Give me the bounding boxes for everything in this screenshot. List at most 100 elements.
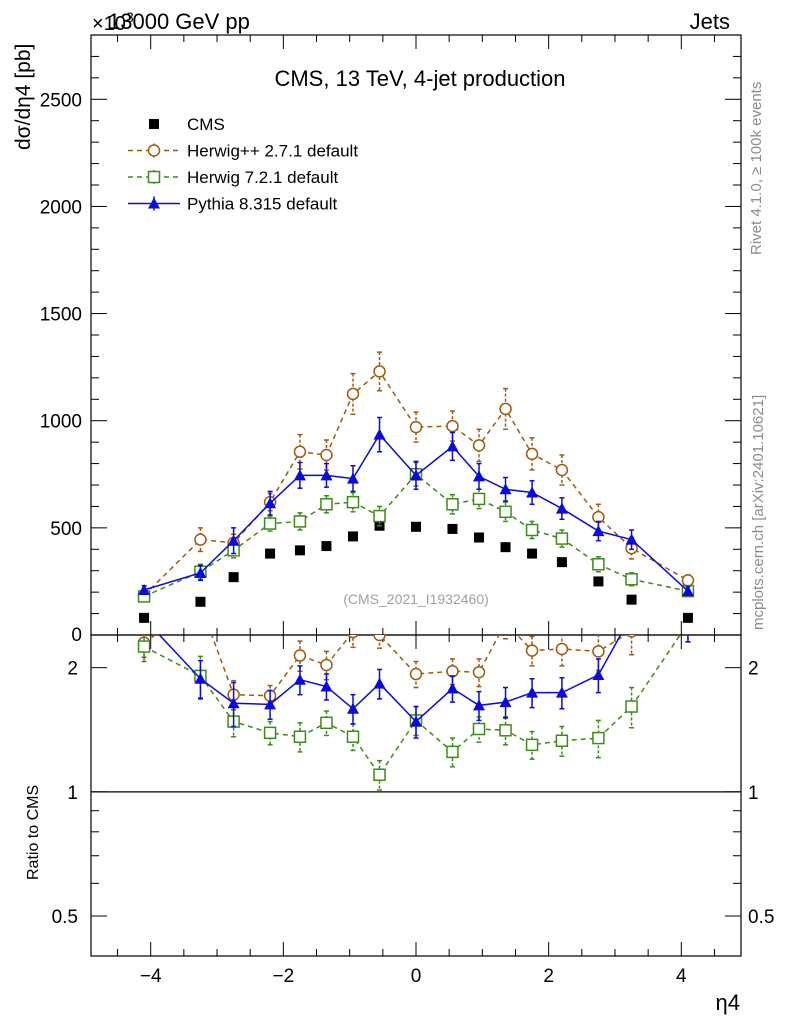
- pythia-8-315-default-point: [264, 497, 277, 509]
- pythia-8-315-default-point: [625, 533, 638, 545]
- pythia-8-315-default-ratio-point: [499, 696, 512, 708]
- herwig-7-2-1-default-point: [625, 573, 638, 586]
- legend-label-herwig-2-7-1-default: Herwig++ 2.7.1 default: [187, 142, 358, 161]
- pythia-8-315-default-ratio-point: [626, 609, 638, 620]
- x-tick-label: 0: [411, 966, 422, 987]
- pythia-8-315-default-ratio-point: [293, 673, 306, 685]
- herwig-7-2-1-default-point: [555, 532, 569, 545]
- ratio-y-tick-label: 0.5: [52, 907, 78, 928]
- herwig-7-2-1-default-point: [293, 515, 307, 528]
- pythia-8-315-default-ratio-point: [555, 686, 568, 698]
- pythia-8-315-default-ratio-point: [592, 668, 605, 680]
- legend: CMS Herwig++ 2.7.1 default Herwig 7.2.1 de…: [128, 115, 358, 214]
- cms-point: [411, 521, 421, 532]
- pythia-8-315-default-ratio-point: [320, 680, 333, 692]
- pythia-8-315-default-ratio-point: [346, 702, 359, 714]
- pythia-8-315-default-ratio-point: [264, 698, 277, 710]
- herwig-2-7-1-default-point: [472, 439, 486, 452]
- herwig-2-7-1-default-point: [293, 445, 307, 459]
- exponent-power: 3: [126, 9, 134, 25]
- herwig-2-7-1-default-ratio-point: [293, 649, 307, 662]
- exponent-label: ×103: [92, 9, 134, 35]
- chart-title: CMS, 13 TeV, 4-jet production: [274, 66, 565, 91]
- legend-label-cms: CMS: [187, 115, 225, 134]
- pythia-8-315-default-ratio-point: [410, 715, 422, 727]
- herwig-2-7-1-default-line: [143, 370, 689, 596]
- herwig-2-7-1-default-point: [499, 402, 512, 416]
- cms-point: [265, 548, 276, 559]
- tick-labels: −4 −2 0 2 4 500 1000 1500 2000 2500 0 0.5 0.5 1 1 2 2: [40, 90, 775, 987]
- herwig-7-2-1-default-ratio-point: [625, 700, 638, 713]
- pythia-8-315-default-point: [227, 534, 240, 546]
- y-tick-label: 1000: [40, 412, 82, 433]
- rivet-label: Rivet 4.1.0, ≥ 100k events: [748, 82, 765, 255]
- herwig-7-2-1-default-line: [143, 473, 689, 598]
- legend-marker-herwig-7-2-1-default: [147, 170, 161, 184]
- pythia-8-315-default-point: [194, 566, 207, 578]
- herwig-7-2-1-default-ratio-point: [446, 745, 459, 759]
- herwig-2-7-1-default-ratio-point: [409, 667, 423, 681]
- cms-point: [527, 548, 538, 559]
- cms-point: [556, 557, 567, 568]
- ratio-y-tick-label-right: 2: [748, 659, 759, 680]
- cms-point: [139, 612, 150, 623]
- herwig-2-7-1-default-point: [555, 463, 569, 477]
- ratio-y-tick-label-right: 0.5: [748, 907, 774, 928]
- cms-point: [447, 523, 458, 534]
- pythia-8-315-default-point: [499, 483, 512, 495]
- pythia-8-315-default-point: [373, 428, 386, 440]
- y-tick-label: 2000: [40, 197, 82, 218]
- herwig-7-2-1-default-point: [472, 492, 486, 506]
- herwig-2-7-1-default-ratio-point: [555, 642, 569, 656]
- pythia-8-315-default-point: [473, 470, 486, 482]
- pythia-8-315-default-ratio-point: [194, 672, 207, 684]
- pythia-8-315-default-point: [320, 469, 333, 481]
- herwig-2-7-1-default-ratio-point: [347, 635, 359, 639]
- herwig-2-7-1-default-ratio-point: [525, 644, 539, 657]
- pythia-8-315-default-point: [346, 472, 359, 484]
- pythia-8-315-default-point: [555, 502, 568, 514]
- herwig-7-2-1-default-ratio-point: [499, 724, 512, 737]
- y-tick-label: 1500: [40, 305, 82, 326]
- ratio-y-tick-label: 2: [67, 659, 78, 680]
- y-axis-label: dσ/dη4 [pb]: [12, 44, 35, 150]
- herwig-7-2-1-default-ratio-point: [525, 738, 539, 752]
- herwig-7-2-1-default-ratio-point: [472, 722, 486, 736]
- herwig-7-2-1-default-point: [346, 495, 360, 509]
- pythia-8-315-default-point: [293, 469, 306, 481]
- herwig-7-2-1-default-point: [373, 509, 386, 523]
- ratio-plot-series: [91, 609, 741, 793]
- x-tick-label: 4: [676, 966, 687, 987]
- herwig-2-7-1-default-point: [373, 365, 386, 378]
- herwig-2-7-1-default-ratio-point: [373, 635, 386, 642]
- herwig-2-7-1-default-point: [409, 420, 423, 434]
- pythia-8-315-default-point: [138, 584, 151, 595]
- y-tick-label: 2500: [40, 90, 82, 111]
- cms-point: [474, 532, 485, 543]
- herwig-7-2-1-default-ratio-point: [293, 730, 307, 744]
- x-tick-label: 2: [543, 966, 554, 987]
- herwig-2-7-1-default-point: [525, 447, 539, 461]
- pythia-8-315-default-point: [681, 585, 694, 597]
- x-tick-label: −2: [273, 966, 295, 987]
- pythia-8-315-default-point: [446, 440, 459, 452]
- ratio-y-tick-label-right: 1: [748, 783, 759, 804]
- herwig-2-7-1-default-point: [681, 574, 695, 587]
- cms-point: [347, 531, 358, 542]
- cms-point: [195, 596, 206, 607]
- pythia-8-315-default-point: [410, 469, 422, 481]
- mcplots-label: mcplots.cern.ch [arXiv:2401.10621]: [750, 395, 767, 630]
- herwig-7-2-1-default-ratio-point: [373, 768, 386, 782]
- ratio-y-axis-label: Ratio to CMS: [25, 785, 42, 880]
- herwig-2-7-1-default-point: [320, 448, 333, 462]
- cms-point: [682, 612, 693, 623]
- herwig-2-7-1-default-ratio-point: [320, 658, 333, 672]
- herwig-7-2-1-default-ratio-point: [592, 731, 605, 745]
- herwig-7-2-1-default-ratio-point: [320, 716, 333, 730]
- pythia-8-315-default-point: [592, 525, 605, 537]
- herwig-7-2-1-default-ratio-point: [346, 730, 360, 744]
- pythia-8-315-default-ratio-point: [227, 697, 240, 709]
- legend-marker-pythia-8-315-default: [148, 197, 160, 209]
- legend-marker-herwig-2-7-1-default: [147, 144, 161, 157]
